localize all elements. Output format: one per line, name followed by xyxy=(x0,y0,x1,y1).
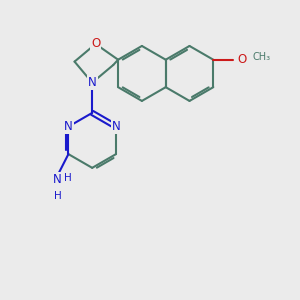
Text: N: N xyxy=(64,120,73,133)
Text: O: O xyxy=(91,38,100,50)
Text: O: O xyxy=(237,53,246,66)
Text: N: N xyxy=(112,120,120,133)
Text: H: H xyxy=(64,173,72,183)
Text: CH₃: CH₃ xyxy=(253,52,271,62)
Text: N: N xyxy=(88,76,97,89)
Text: H: H xyxy=(53,190,61,201)
Text: N: N xyxy=(53,173,62,186)
